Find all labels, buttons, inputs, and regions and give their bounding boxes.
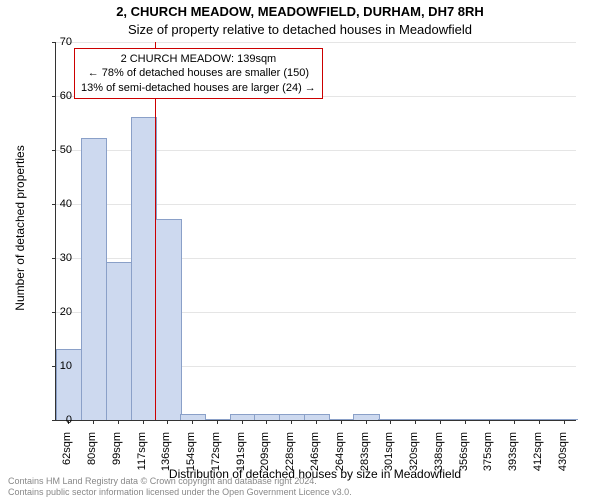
histogram-bar [527, 419, 553, 420]
y-axis-title: Number of detached properties [13, 128, 27, 328]
histogram-bar [329, 419, 355, 420]
plot-area: 2 CHURCH MEADOW: 139sqm ← 78% of detache… [55, 42, 576, 421]
y-tick-label: 40 [60, 198, 72, 210]
histogram-bar [205, 419, 231, 420]
histogram-bar [452, 419, 478, 420]
histogram-bar [551, 419, 577, 420]
annotation-line3: 13% of semi-detached houses are larger (… [81, 81, 316, 95]
y-tick-label: 0 [66, 414, 72, 426]
annotation-box: 2 CHURCH MEADOW: 139sqm ← 78% of detache… [74, 48, 323, 99]
histogram-bar [106, 262, 132, 420]
histogram-bar [81, 138, 107, 420]
y-tick-label: 20 [60, 306, 72, 318]
histogram-bar [230, 414, 256, 420]
histogram-bar [155, 219, 181, 420]
y-tick-label: 60 [60, 90, 72, 102]
y-tick-label: 50 [60, 144, 72, 156]
y-tick-label: 70 [60, 36, 72, 48]
chart-supertitle: 2, CHURCH MEADOW, MEADOWFIELD, DURHAM, D… [0, 4, 600, 19]
y-tick-label: 10 [60, 360, 72, 372]
annotation-line2: ← 78% of detached houses are smaller (15… [81, 66, 316, 80]
chart-container: 2, CHURCH MEADOW, MEADOWFIELD, DURHAM, D… [0, 0, 600, 500]
footer-attribution: Contains HM Land Registry data © Crown c… [8, 476, 352, 498]
footer-line2: Contains public sector information licen… [8, 487, 352, 498]
chart-title: Size of property relative to detached ho… [0, 22, 600, 37]
footer-line1: Contains HM Land Registry data © Crown c… [8, 476, 352, 487]
y-tick-label: 30 [60, 252, 72, 264]
histogram-bar [428, 419, 454, 420]
histogram-bar [131, 117, 157, 420]
annotation-line1: 2 CHURCH MEADOW: 139sqm [81, 52, 316, 66]
